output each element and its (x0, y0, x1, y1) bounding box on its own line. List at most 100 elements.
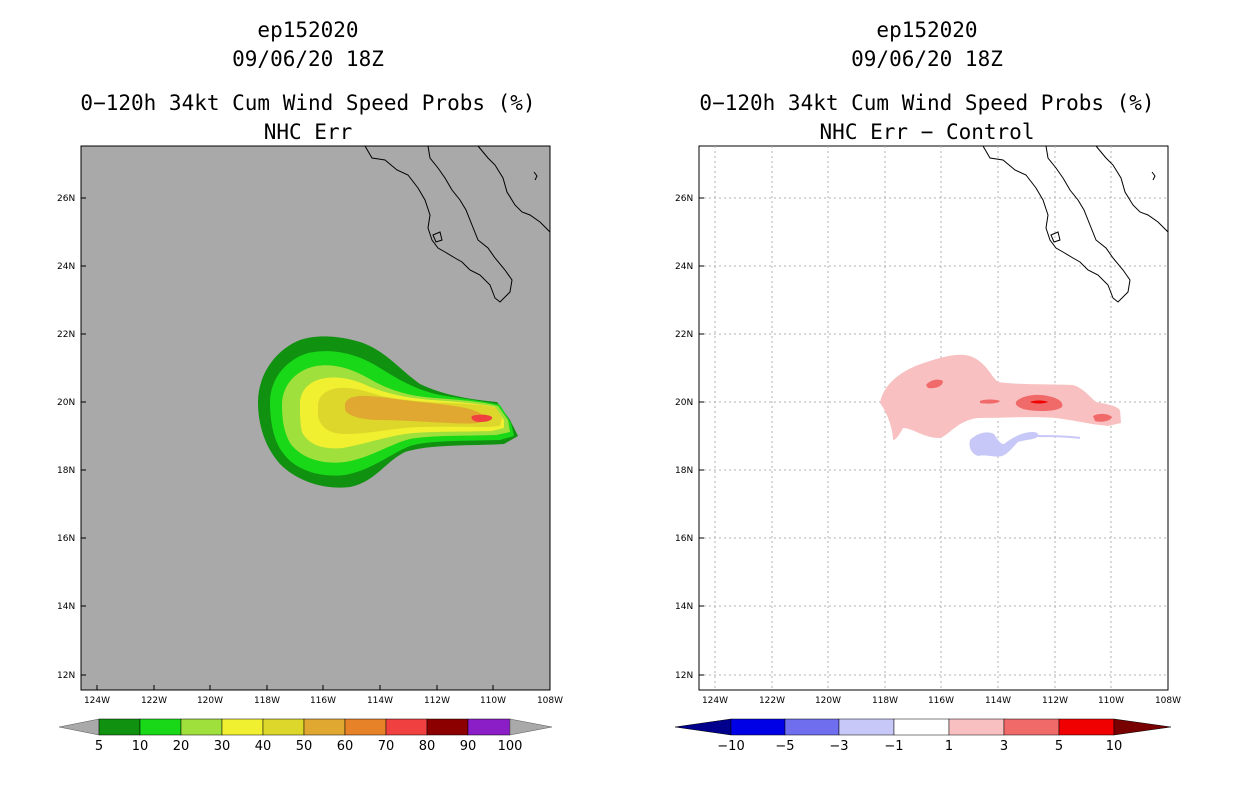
left-lat-labels: 26N 24N 22N 20N 18N 16N 14N 12N (57, 194, 75, 681)
diff-positive-5 (1030, 400, 1048, 404)
right-datetime: 09/06/20 18Z (851, 47, 1003, 71)
lat-label: 18N (675, 466, 693, 476)
colorbar-label: 90 (460, 739, 477, 754)
lat-label: 26N (675, 194, 693, 204)
lon-label: 114W (367, 696, 393, 706)
left-lon-labels: 124W 122W 120W 118W 116W 114W 112W 110W … (84, 696, 563, 706)
lat-label: 12N (675, 671, 693, 681)
colorbar-box (893, 718, 950, 736)
lon-label: 118W (254, 696, 280, 706)
colorbar-label: 20 (173, 739, 190, 754)
right-ticks (699, 197, 704, 676)
lat-label: 24N (675, 262, 693, 272)
right-subtitle: NHC Err − Control (819, 120, 1035, 144)
lon-label: 110W (480, 696, 506, 706)
left-coastline (364, 145, 551, 303)
colorbar-box (838, 718, 895, 736)
colorbar-label: −1 (884, 739, 903, 754)
colorbar-box (344, 718, 387, 736)
colorbar-box (98, 718, 141, 736)
colorbar-box (1003, 718, 1060, 736)
prob-contour-70 (471, 414, 493, 422)
left-datetime: 09/06/20 18Z (232, 47, 384, 71)
colorbar-label: −3 (829, 739, 848, 754)
diff-positive-3 (926, 379, 943, 389)
lon-label: 122W (759, 696, 785, 706)
right-colorbar: −10 −5 −3 −1 1 3 5 10 (674, 718, 1172, 754)
right-grid (699, 146, 1168, 690)
lon-label: 124W (702, 696, 728, 706)
prob-contour-50 (345, 395, 485, 424)
colorbar-box (221, 718, 264, 736)
diff-negative-1 (969, 432, 1039, 457)
lat-label: 14N (675, 602, 693, 612)
lat-label: 26N (57, 194, 75, 204)
diff-positive-3 (1093, 413, 1112, 422)
colorbar-label: 70 (378, 739, 395, 754)
right-title: 0−120h 34kt Cum Wind Speed Probs (%) (699, 91, 1155, 115)
colorbar-box (467, 718, 511, 736)
left-colorbar: 5 10 20 30 40 50 60 70 80 90 100 (58, 718, 553, 754)
right-map-panel: 26N 24N 22N 20N 18N 16N 14N 12N 124W 122… (674, 145, 1181, 754)
lon-label: 124W (84, 696, 110, 706)
colorbar-box (1058, 718, 1115, 736)
colorbar-over-arrow (1113, 718, 1172, 736)
lon-label: 120W (815, 696, 841, 706)
colorbar-label: −5 (775, 739, 794, 754)
colorbar-label: 5 (1055, 739, 1063, 754)
colorbar-box (784, 718, 840, 736)
lon-label: 112W (1042, 696, 1068, 706)
diff-positive-3 (980, 399, 1000, 404)
colorbar-label: 5 (95, 739, 103, 754)
left-subtitle: NHC Err (263, 120, 353, 144)
lon-label: 108W (537, 696, 563, 706)
colorbar-label: 3 (1000, 739, 1008, 754)
colorbar-box (139, 718, 182, 736)
colorbar-under-arrow (58, 718, 100, 736)
lon-label: 112W (424, 696, 450, 706)
colorbar-label: 50 (296, 739, 313, 754)
colorbar-label: 60 (337, 739, 354, 754)
colorbar-under-arrow (674, 718, 732, 736)
lat-label: 22N (675, 330, 693, 340)
diff-positive-1 (880, 354, 1121, 440)
colorbar-box (180, 718, 223, 736)
left-ticks (81, 197, 494, 690)
lat-label: 16N (57, 534, 75, 544)
colorbar-box (426, 718, 469, 736)
right-diff-field (880, 354, 1121, 457)
lon-label: 114W (985, 696, 1011, 706)
colorbar-label: 80 (419, 739, 436, 754)
lat-label: 20N (675, 398, 693, 408)
lon-label: 118W (872, 696, 898, 706)
lat-label: 20N (57, 398, 75, 408)
colorbar-label: 1 (945, 739, 953, 754)
lat-label: 14N (57, 602, 75, 612)
colorbar-box (303, 718, 346, 736)
colorbar-box (385, 718, 428, 736)
right-storm-id: ep152020 (876, 18, 978, 42)
left-title: 0−120h 34kt Cum Wind Speed Probs (%) (80, 91, 536, 115)
lat-label: 24N (57, 262, 75, 272)
lat-label: 12N (57, 671, 75, 681)
lon-label: 116W (928, 696, 954, 706)
right-lat-labels: 26N 24N 22N 20N 18N 16N 14N 12N (675, 194, 693, 681)
right-coastline (982, 145, 1169, 303)
diff-negative-1 (1035, 435, 1081, 439)
lon-label: 120W (197, 696, 223, 706)
left-storm-id: ep152020 (257, 18, 359, 42)
lon-label: 110W (1098, 696, 1124, 706)
left-prob-field (258, 336, 518, 488)
lat-label: 22N (57, 330, 75, 340)
colorbar-label: 10 (132, 739, 149, 754)
lat-label: 18N (57, 466, 75, 476)
right-lon-labels: 124W 122W 120W 118W 116W 114W 112W 110W … (702, 696, 1181, 706)
colorbar-over-arrow (509, 718, 553, 736)
colorbar-box (262, 718, 305, 736)
colorbar-box (730, 718, 786, 736)
colorbar-label: −10 (717, 739, 744, 754)
lat-label: 16N (675, 534, 693, 544)
lon-label: 108W (1155, 696, 1181, 706)
colorbar-label: 40 (255, 739, 272, 754)
lon-label: 122W (141, 696, 167, 706)
